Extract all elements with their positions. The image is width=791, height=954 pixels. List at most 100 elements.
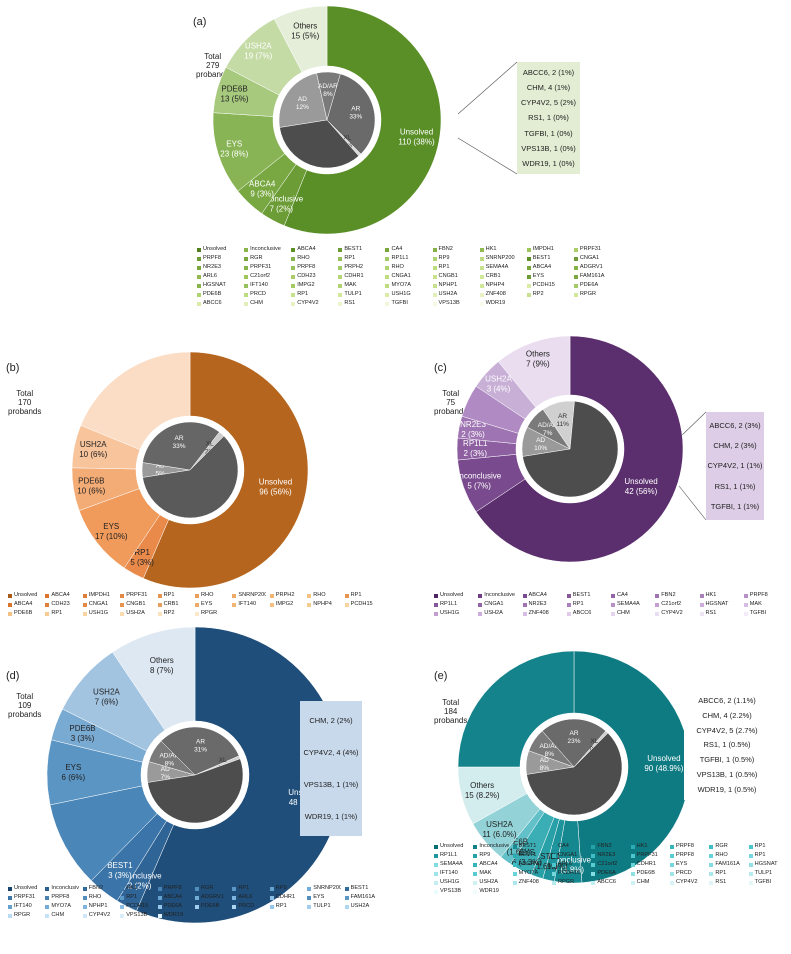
legend-label: FBN2	[661, 592, 676, 598]
legend-item: BEST1	[512, 852, 548, 859]
legend-label: MAK	[749, 601, 762, 607]
legend-swatch	[120, 886, 125, 891]
legend-swatch	[195, 593, 199, 598]
total-line: 279 probands	[196, 61, 230, 79]
legend-swatch	[432, 283, 437, 288]
legend-swatch	[269, 886, 274, 891]
total-line: Total	[204, 52, 222, 61]
legend-item: RHO	[709, 852, 744, 859]
legend-swatch	[748, 844, 753, 849]
legend-item: RGR	[195, 885, 228, 892]
legend-label: PRPF31	[126, 592, 148, 598]
outer-slice-label: Others	[150, 656, 174, 665]
legend-swatch	[45, 593, 50, 598]
outer-slice	[225, 18, 303, 96]
legend-item: CDHR1	[338, 273, 381, 280]
legend-label: HGSNAT	[705, 601, 729, 607]
legend-swatch	[344, 886, 349, 891]
legend-swatch	[269, 904, 274, 909]
panel-label: (a)	[193, 16, 207, 28]
legend-swatch	[432, 292, 437, 297]
inner-slice-label: AD/AR	[318, 83, 338, 90]
legend-item: IMPG2	[269, 601, 303, 608]
legend-swatch	[512, 871, 517, 876]
legend-swatch	[669, 853, 674, 858]
legend-item: CNGB1	[432, 273, 476, 280]
legend-swatch	[157, 904, 162, 909]
inner-slice-label: AD/AR	[159, 753, 179, 760]
legend-label: RHO	[715, 852, 728, 858]
legend-label: PRPF8	[675, 852, 695, 858]
legend-item: IFT140	[232, 601, 265, 608]
legend-swatch	[434, 871, 438, 876]
legend-item: Inconclusive	[473, 843, 509, 850]
outer-slice-label: USH2A	[486, 820, 513, 829]
legend-swatch	[307, 904, 312, 909]
legend-swatch	[566, 611, 571, 616]
legend-item: HGSNAT	[197, 282, 240, 289]
legend-item: USH2A	[344, 903, 378, 910]
legend-item: RP1	[157, 592, 191, 599]
legend-label: IMPG2	[275, 601, 294, 607]
legend-label: Unsolved	[14, 592, 38, 598]
legend-label: SEMA4A	[617, 601, 640, 607]
legend-swatch	[434, 880, 438, 885]
outer-slice-label: 23 (8%)	[220, 149, 248, 158]
inner-slice	[541, 718, 607, 768]
outer-slice-label: 6 (6%)	[62, 773, 86, 782]
legend-swatch	[551, 871, 556, 876]
legend-swatch	[551, 862, 556, 867]
legend-label: ABCC6	[572, 610, 592, 616]
legend-label: RP9	[438, 255, 450, 261]
legend-swatch	[573, 283, 578, 288]
legend-swatch	[630, 871, 635, 876]
legend-label: BEST1	[518, 843, 537, 849]
legend-swatch	[82, 602, 87, 607]
legend-swatch	[434, 862, 438, 867]
inner-slice	[160, 726, 240, 776]
legend-swatch	[434, 853, 438, 858]
legend-item: PDE6B	[195, 903, 228, 910]
legend-swatch	[479, 274, 484, 279]
legend-label: PRPF31	[250, 264, 272, 270]
legend-label: ARL6	[238, 894, 253, 900]
legend-label: VPS13B	[440, 888, 462, 894]
inner-slice	[573, 730, 609, 768]
inner-slice-label: AR	[175, 435, 184, 442]
legend-swatch	[591, 871, 596, 876]
legend-swatch	[8, 602, 12, 607]
inner-slice	[189, 431, 225, 471]
legend-item: RP9	[473, 852, 508, 859]
callout-line: VPS13B, 1 (1%)	[303, 780, 359, 790]
inner-slice-label: 31%	[194, 746, 207, 753]
legend-item: VPS13B	[432, 300, 476, 307]
outer-slice	[457, 766, 528, 825]
legend-label: Inconclusive	[250, 246, 281, 252]
inner-slice	[279, 119, 360, 169]
legend-swatch	[195, 886, 199, 891]
outer-slice-label: Unsolved	[647, 754, 680, 763]
inner-slice	[521, 426, 571, 457]
legend-label: RPGR	[579, 291, 597, 297]
legend-swatch	[338, 283, 343, 288]
legend-label: PRCD	[250, 291, 266, 297]
legend-item: ABCC6	[197, 300, 240, 307]
outer-slice	[46, 739, 143, 806]
legend-swatch	[566, 593, 571, 598]
legend-item: FBN2	[591, 843, 626, 850]
legend-swatch	[385, 283, 390, 288]
legend-swatch	[338, 274, 343, 279]
legend-item: PDE6A	[157, 903, 191, 910]
legend-swatch	[522, 593, 527, 598]
legend-item: PRPF31	[573, 246, 617, 253]
legend-label: RP1	[350, 592, 362, 598]
legend: Unsolved ABCA4 IMPDH1 PRPF31 RP1 RHO SNRNP200 P…	[8, 592, 378, 617]
legend-swatch	[269, 602, 274, 607]
legend-item: IMPDH1	[526, 246, 570, 253]
legend-item: PDE6B	[630, 870, 666, 877]
legend-item: Unsolved	[434, 592, 474, 599]
legend-swatch	[512, 862, 517, 867]
panel-label: (e)	[434, 670, 448, 682]
outer-slice-label: 5 (3%)	[130, 558, 154, 567]
legend-item: ARL6	[197, 273, 240, 280]
